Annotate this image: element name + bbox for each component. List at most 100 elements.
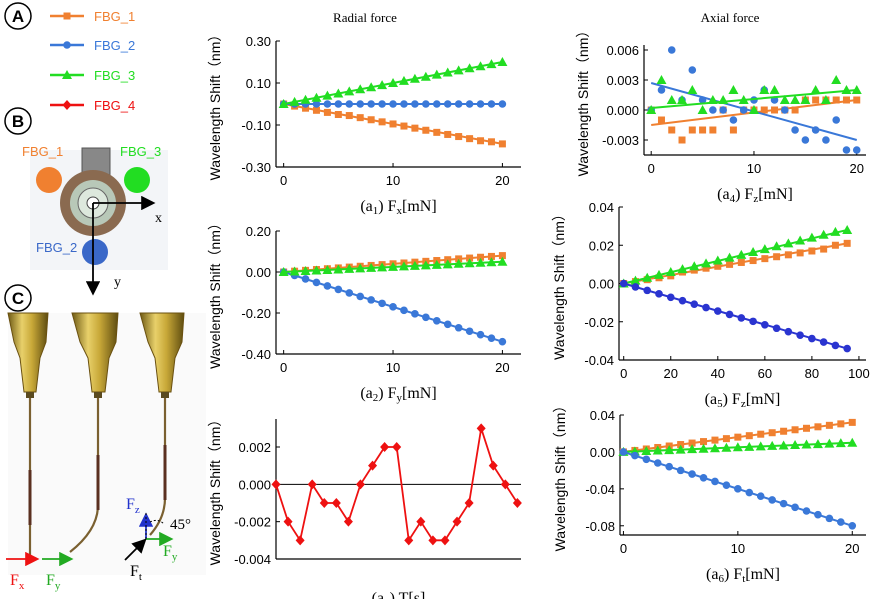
y-tick-label: -0.40 [241,347,271,362]
legend-label: FBG_4 [94,98,135,113]
series-fbg_1 [620,239,851,287]
data-point [781,106,789,114]
data-point [801,136,810,144]
legend-label: FBG_1 [94,9,135,24]
data-point [709,106,717,114]
data-point [814,423,822,431]
data-point [819,338,828,346]
data-point [420,260,431,270]
data-point [700,438,708,446]
data-point [322,90,333,100]
data-point [780,427,788,435]
data-point [512,498,522,508]
data-point [678,296,687,305]
y-tick-label: 0.04 [589,200,614,215]
data-point [841,85,852,94]
data-point [302,104,310,112]
data-point [853,96,861,104]
data-point [498,100,507,108]
chart-a6: -0.08 -0.04 0.00 0.04 0 10 20 Wavelength Shift（… [552,399,866,585]
ft-label: Ft [130,563,142,583]
data-point [832,116,840,124]
data-point [404,535,414,546]
data-point [433,128,441,136]
data-point [773,253,781,261]
data-point [664,445,675,455]
data-point [380,442,390,452]
data-point [791,126,799,134]
data-point [475,257,486,267]
x-tick-label: 20 [845,541,859,556]
data-point [748,105,759,114]
data-point [420,71,431,81]
data-point [487,100,496,108]
data-point [796,331,804,339]
data-point [761,321,769,329]
y-tick-label: 0.006 [606,43,639,58]
legend-marker [63,41,71,49]
data-point [783,238,794,248]
data-point [312,100,321,108]
data-point [724,252,735,262]
data-point [736,249,747,259]
data-point [729,116,738,124]
y-tick-label: 0.000 [606,103,639,118]
y-tick-label: 0.000 [238,477,271,492]
legend-label: FBG_3 [94,68,135,83]
y-tick-label: -0.04 [585,482,615,497]
data-point [721,442,732,452]
data-point [411,124,419,132]
data-point [498,337,507,346]
data-point [739,106,748,114]
y-tick-label: 0.10 [246,76,271,91]
data-point [300,94,311,104]
needle-1 [7,312,49,555]
data-point [729,126,737,134]
chart-caption: (a3) T[s] [372,590,426,599]
data-point [778,440,789,450]
y-tick-label: 0.02 [589,238,614,253]
data-point [791,106,799,114]
panel-c-letter: C [12,289,24,308]
data-point [699,473,708,482]
data-point [814,510,822,519]
data-point [824,438,835,448]
data-point [323,100,332,108]
data-point [466,135,474,143]
data-point [283,516,293,527]
data-point [728,85,739,94]
x-tick-label: 0 [648,161,655,176]
series-fbg_3 [646,75,862,114]
data-point [831,75,842,84]
data-point [442,259,453,269]
angle-arc [149,519,165,525]
data-point [822,136,830,144]
x-tick-label: 0 [280,173,287,188]
data-point [801,439,812,449]
y-tick-label: 0.30 [246,34,271,49]
data-point [422,126,430,134]
data-point [732,442,743,452]
data-point [409,73,420,83]
series-fbg_2 [279,268,507,346]
panel-a-letter: A [12,7,24,26]
fbg3-dot [124,167,150,193]
data-point [688,439,696,447]
x-tick-label: 10 [386,173,400,188]
data-point [812,439,823,449]
series-fbg_1 [280,100,506,148]
data-point [655,290,663,298]
y-tick-label: 0.002 [238,440,271,455]
data-point [702,303,710,312]
data-point [668,126,676,134]
data-point [398,261,409,271]
fy2-label: Fy [163,543,178,563]
data-point [300,265,311,275]
data-point [442,67,453,77]
y-axis-title: Wavelength Shift（nm） [207,28,223,181]
data-point [808,334,816,343]
data-point [377,262,388,272]
data-point [432,100,441,108]
data-point [653,459,662,467]
data-point [355,479,365,490]
